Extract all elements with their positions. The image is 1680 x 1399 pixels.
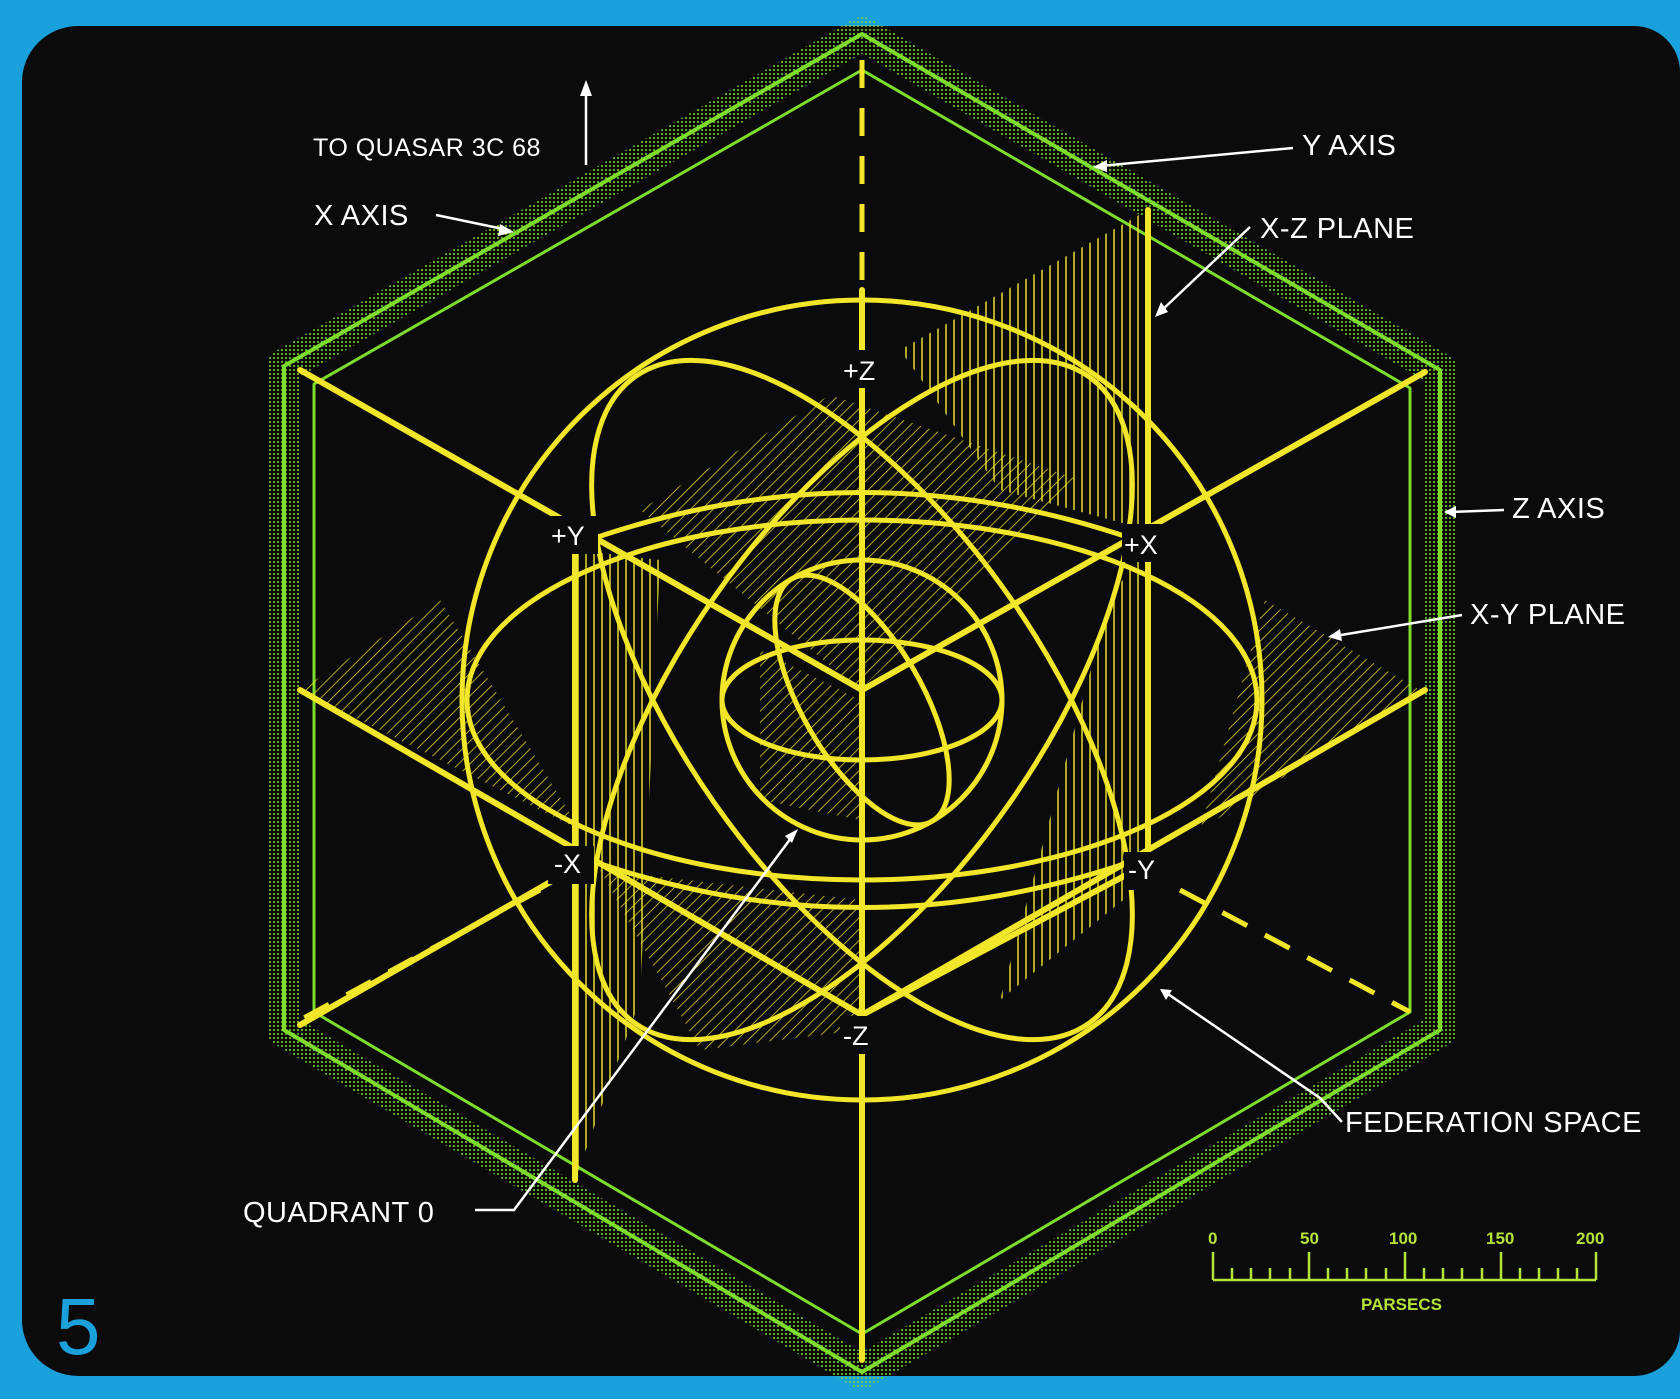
- scale-tick-200: 200: [1576, 1229, 1604, 1248]
- hidden-edges: [298, 60, 1412, 1023]
- label-y-axis: Y AXIS: [1302, 130, 1396, 162]
- node-plus-y: +Y: [551, 521, 585, 551]
- node-minus-z: -Z: [843, 1021, 868, 1051]
- label-federation-space: FEDERATION SPACE: [1345, 1107, 1642, 1139]
- page-number: 5: [56, 1282, 101, 1371]
- node-minus-y: -Y: [1128, 855, 1155, 885]
- xz-plane-upper: [900, 210, 1148, 530]
- label-to-quasar: TO QUASAR 3C 68: [313, 134, 541, 162]
- label-x-axis: X AXIS: [314, 200, 409, 232]
- scale-tick-0: 0: [1208, 1229, 1217, 1248]
- scale-tick-150: 150: [1486, 1229, 1514, 1248]
- node-plus-z: +Z: [843, 356, 875, 386]
- label-quadrant: QUADRANT 0: [243, 1197, 434, 1229]
- scale-labels: 0 50 100 150 200 PARSECS: [1208, 1229, 1604, 1314]
- node-minus-x: -X: [554, 849, 581, 879]
- scale-bar: [1211, 1252, 1598, 1282]
- axis-nodes: +Z +Y +X -X -Y -Z: [548, 350, 1172, 1054]
- label-xy-plane: X-Y PLANE: [1470, 599, 1625, 631]
- label-xz-plane: X-Z PLANE: [1260, 213, 1414, 245]
- node-plus-x: +X: [1124, 530, 1158, 560]
- xy-plane-left: [300, 600, 580, 830]
- callout-lines: [435, 80, 1505, 1212]
- scale-tick-50: 50: [1300, 1229, 1319, 1248]
- scale-tick-100: 100: [1389, 1229, 1417, 1248]
- callout-labels: TO QUASAR 3C 68 X AXIS Y AXIS X-Z PLANE …: [243, 130, 1642, 1229]
- label-z-axis: Z AXIS: [1512, 493, 1605, 525]
- inner-hatch: [760, 650, 860, 820]
- xy-plane-lower: [600, 870, 860, 1050]
- scale-unit: PARSECS: [1361, 1295, 1442, 1314]
- xz-plane-lower: [575, 550, 660, 1180]
